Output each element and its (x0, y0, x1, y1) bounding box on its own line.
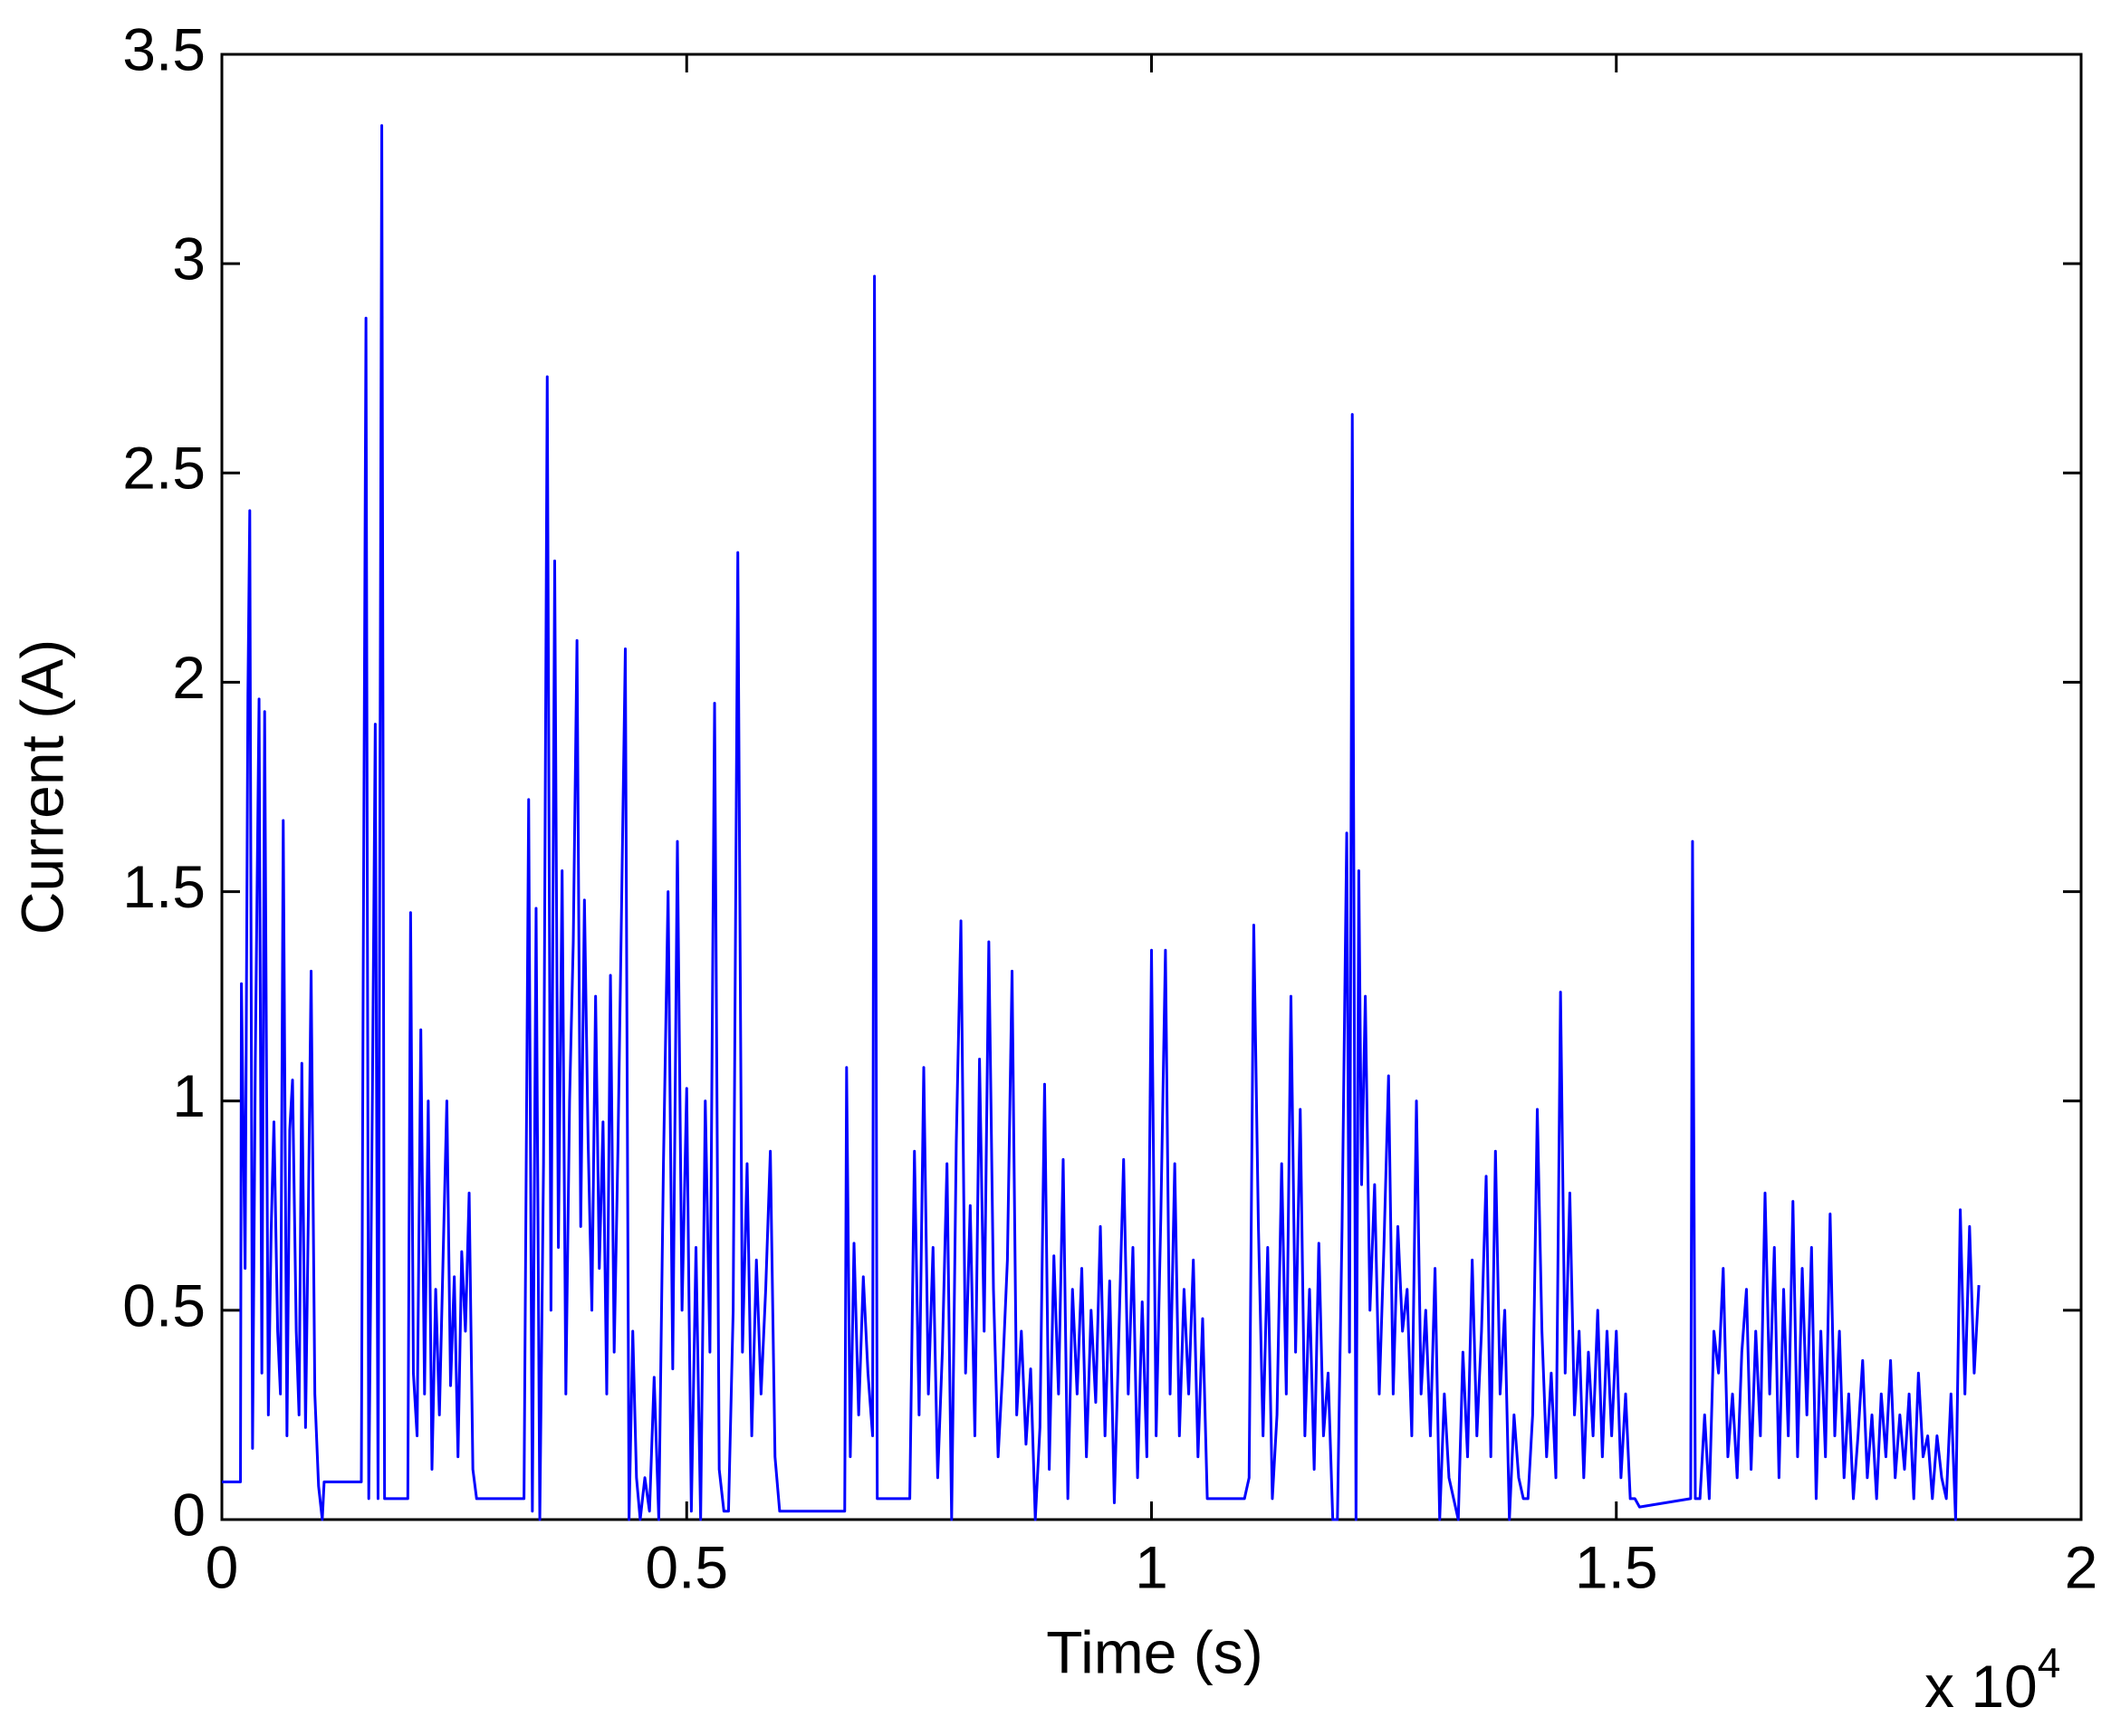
x-tick-label: 0 (206, 1533, 239, 1600)
x-tick-label: 1.5 (1575, 1533, 1658, 1600)
y-tick-label: 2 (172, 644, 206, 711)
y-tick-label: 0.5 (122, 1271, 206, 1338)
x-tick-label: 0.5 (645, 1533, 728, 1600)
x-axis-label: Time (s) (1046, 1618, 1263, 1685)
data-line (222, 124, 1981, 1521)
x-tick-label: 1 (1135, 1533, 1168, 1600)
y-axis-label: Current (A) (8, 639, 75, 935)
y-tick-label: 2.5 (122, 435, 206, 502)
y-tick-label: 3.5 (122, 15, 206, 82)
x-tick-label: 2 (2065, 1533, 2098, 1600)
x-multiplier-base: x 10 (1924, 1653, 2038, 1720)
x-multiplier: x 104 (1924, 1639, 2060, 1720)
y-tick-label: 1.5 (122, 853, 206, 920)
y-tick-label: 3 (172, 225, 206, 293)
y-tick-label: 0 (172, 1481, 206, 1548)
x-multiplier-exponent: 4 (2038, 1639, 2061, 1686)
y-tick-label: 1 (172, 1062, 206, 1129)
